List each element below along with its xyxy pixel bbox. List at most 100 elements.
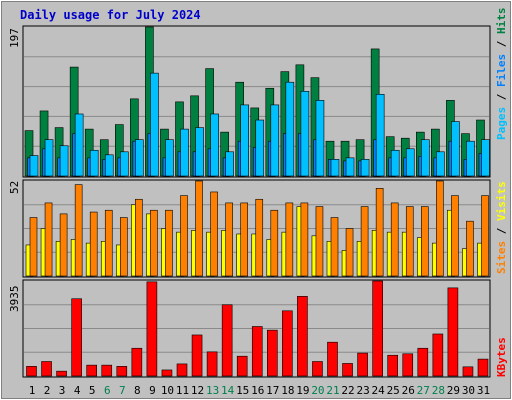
bar-pages-day-11 bbox=[180, 128, 189, 177]
bar-kbytes-day-14 bbox=[221, 304, 233, 377]
x-tick-label-day-10: 10 bbox=[161, 384, 174, 397]
bar-kbytes-day-12 bbox=[191, 334, 203, 377]
bar-kbytes-day-31 bbox=[477, 358, 489, 377]
bar-kbytes-day-1 bbox=[26, 366, 37, 377]
legend-visits: Visits bbox=[495, 181, 508, 221]
middle-legend: Sites / Visits bbox=[495, 181, 508, 274]
x-tick-label-day-12: 12 bbox=[191, 384, 204, 397]
legend-pages: Pages bbox=[495, 107, 508, 140]
x-tick-label-day-20: 20 bbox=[311, 384, 324, 397]
bar-kbytes-day-22 bbox=[342, 363, 353, 377]
bar-kbytes-day-24 bbox=[372, 280, 383, 377]
bar-sites-day-13 bbox=[210, 191, 218, 277]
x-tick-label-day-1: 1 bbox=[29, 384, 36, 397]
bar-pages-day-17 bbox=[270, 104, 280, 177]
bar-sites-day-24 bbox=[375, 188, 384, 277]
x-tick-label-day-21: 21 bbox=[326, 384, 339, 397]
bar-sites-day-19 bbox=[300, 202, 309, 277]
bar-sites-day-26 bbox=[405, 206, 414, 277]
bar-sites-day-21 bbox=[330, 217, 339, 277]
x-tick-label-day-3: 3 bbox=[59, 384, 66, 397]
x-tick-label-day-25: 25 bbox=[387, 384, 400, 397]
bar-sites-day-23 bbox=[360, 206, 369, 277]
bar-sites-day-28 bbox=[436, 180, 444, 277]
bar-kbytes-day-13 bbox=[206, 351, 218, 377]
x-tick-label-day-30: 30 bbox=[462, 384, 475, 397]
bar-sites-day-27 bbox=[420, 206, 429, 277]
bar-sites-day-8 bbox=[135, 198, 143, 277]
chart-title: Daily usage for July 2024 bbox=[20, 8, 201, 22]
bar-kbytes-day-7 bbox=[116, 366, 128, 377]
x-tick-label-day-8: 8 bbox=[134, 384, 141, 397]
bar-pages-day-22 bbox=[345, 157, 355, 177]
bar-sites-day-16 bbox=[255, 198, 264, 277]
bar-kbytes-day-26 bbox=[402, 353, 414, 377]
bar-sites-day-29 bbox=[451, 195, 459, 277]
x-tick-label-day-19: 19 bbox=[296, 384, 309, 397]
bar-sites-day-31 bbox=[481, 195, 489, 277]
x-tick-label-day-18: 18 bbox=[281, 384, 294, 397]
bar-kbytes-day-18 bbox=[282, 310, 293, 377]
bar-pages-day-12 bbox=[195, 127, 204, 177]
bar-pages-day-3 bbox=[59, 145, 69, 177]
x-tick-label-day-24: 24 bbox=[372, 384, 386, 397]
bar-pages-day-19 bbox=[300, 90, 310, 177]
bar-kbytes-day-4 bbox=[71, 298, 82, 377]
x-tick-label-day-27: 27 bbox=[417, 384, 430, 397]
bar-sites-day-18 bbox=[285, 202, 294, 277]
x-tick-label-day-11: 11 bbox=[176, 384, 189, 397]
bar-kbytes-day-27 bbox=[417, 347, 429, 377]
bar-kbytes-day-11 bbox=[176, 363, 188, 377]
bar-kbytes-day-25 bbox=[387, 354, 399, 377]
bar-kbytes-day-2 bbox=[41, 361, 52, 377]
x-tick-label-day-16: 16 bbox=[251, 384, 264, 397]
legend-sep-3: / bbox=[495, 221, 508, 241]
bar-sites-day-5 bbox=[89, 211, 98, 277]
bar-sites-day-12 bbox=[195, 180, 203, 277]
bar-sites-day-1 bbox=[29, 217, 38, 277]
bar-pages-day-15 bbox=[240, 104, 249, 177]
bar-pages-day-23 bbox=[360, 159, 370, 177]
bar-sites-day-22 bbox=[345, 228, 354, 277]
bar-pages-day-8 bbox=[135, 139, 144, 177]
bar-pages-day-9 bbox=[150, 72, 159, 177]
bar-sites-day-14 bbox=[225, 202, 233, 277]
bar-sites-day-30 bbox=[466, 220, 474, 277]
legend-files: Files bbox=[495, 54, 508, 87]
bar-kbytes-day-19 bbox=[297, 296, 308, 377]
legend-sites: Sites bbox=[495, 241, 508, 274]
bar-sites-day-15 bbox=[240, 202, 248, 277]
x-tick-label-day-13: 13 bbox=[206, 384, 219, 397]
bar-kbytes-day-5 bbox=[86, 364, 97, 377]
x-tick-label-day-2: 2 bbox=[44, 384, 51, 397]
x-tick-label-day-17: 17 bbox=[266, 384, 279, 397]
bar-kbytes-day-8 bbox=[131, 347, 143, 377]
bar-pages-day-13 bbox=[210, 113, 219, 177]
bar-sites-day-7 bbox=[120, 217, 128, 277]
bar-pages-day-29 bbox=[451, 121, 460, 177]
legend-sep-2: / bbox=[495, 34, 508, 54]
x-axis-day-labels: 1 2 3 4 5 6 7 8 9 10 11 12 13 14 15 16 17 18 19 20 21 22 23 24 2… bbox=[29, 384, 490, 397]
x-tick-label-day-29: 29 bbox=[447, 384, 460, 397]
bar-sites-day-10 bbox=[165, 209, 173, 277]
bar-pages-day-2 bbox=[44, 139, 54, 177]
bar-pages-day-6 bbox=[104, 154, 114, 177]
bar-pages-day-16 bbox=[255, 119, 265, 177]
bar-pages-day-28 bbox=[436, 151, 445, 177]
bar-kbytes-day-23 bbox=[357, 352, 368, 377]
bar-pages-day-18 bbox=[285, 81, 295, 177]
bar-pages-day-20 bbox=[315, 100, 325, 177]
bar-sites-day-11 bbox=[180, 195, 188, 277]
bar-pages-day-25 bbox=[390, 149, 400, 177]
x-tick-label-day-9: 9 bbox=[149, 384, 156, 397]
bar-kbytes-day-17 bbox=[266, 329, 278, 377]
middle-axis-max-label: 52 bbox=[8, 181, 21, 194]
bar-kbytes-day-20 bbox=[312, 361, 323, 377]
bar-pages-day-1 bbox=[29, 155, 39, 177]
x-tick-label-day-23: 23 bbox=[356, 384, 369, 397]
bar-kbytes-day-15 bbox=[236, 355, 248, 377]
bar-pages-day-21 bbox=[330, 159, 340, 177]
bottom-axis-max-label: 3935 bbox=[8, 286, 21, 313]
